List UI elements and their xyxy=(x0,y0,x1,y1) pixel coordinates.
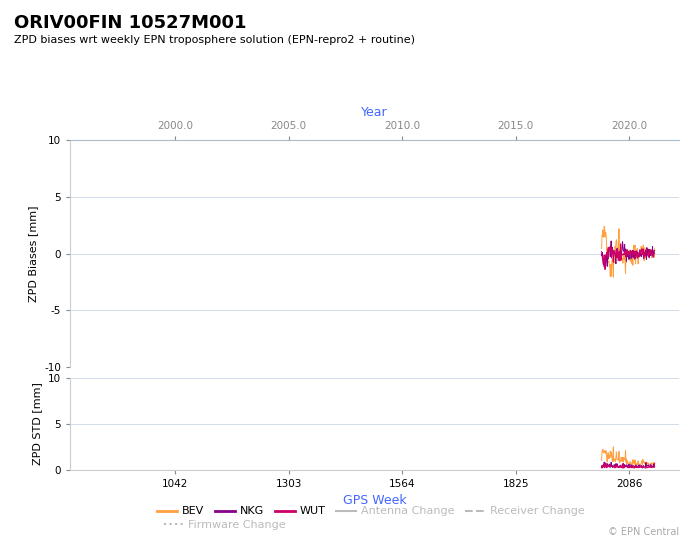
Text: ORIV00FIN 10527M001: ORIV00FIN 10527M001 xyxy=(14,14,246,31)
Legend: Firmware Change: Firmware Change xyxy=(160,516,290,535)
Text: © EPN Central: © EPN Central xyxy=(608,527,679,537)
Y-axis label: ZPD Biases [mm]: ZPD Biases [mm] xyxy=(29,206,38,302)
Legend: BEV, NKG, WUT, Antenna Change, Receiver Change: BEV, NKG, WUT, Antenna Change, Receiver … xyxy=(153,502,589,521)
Y-axis label: ZPD STD [mm]: ZPD STD [mm] xyxy=(32,382,42,465)
X-axis label: Year: Year xyxy=(361,106,388,119)
Text: ZPD biases wrt weekly EPN troposphere solution (EPN-repro2 + routine): ZPD biases wrt weekly EPN troposphere so… xyxy=(14,35,415,45)
X-axis label: GPS Week: GPS Week xyxy=(343,495,406,508)
